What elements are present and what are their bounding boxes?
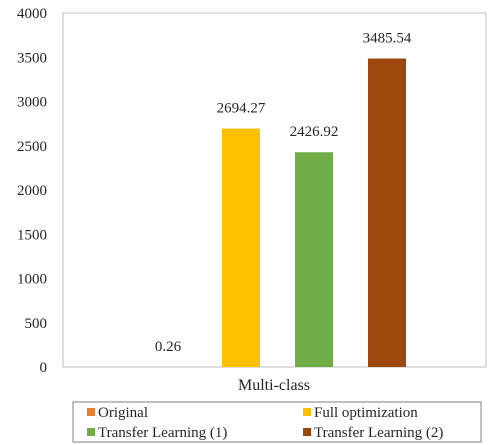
legend: Original Full optimization Transfer Learni…	[72, 401, 482, 443]
legend-label: Full optimization	[314, 405, 418, 421]
legend-label: Transfer Learning (2)	[314, 425, 443, 441]
bar-4	[368, 58, 406, 367]
legend-label: Transfer Learning (1)	[98, 425, 227, 441]
data-label: 2694.27	[217, 101, 266, 117]
y-tick-label: 1000	[17, 272, 47, 288]
y-tick-label: 2000	[17, 183, 47, 199]
data-label: 3485.54	[363, 31, 412, 47]
y-tick-label: 4000	[17, 6, 47, 22]
x-axis-category-label: Multi-class	[238, 377, 310, 394]
legend-swatch	[87, 428, 95, 436]
data-label: 0.26	[155, 339, 182, 355]
legend-swatch	[303, 408, 311, 416]
y-tick-label: 1500	[17, 227, 47, 243]
data-labels-group: 0.26 2694.27 2426.92 3485.54	[155, 31, 412, 355]
bars-group	[149, 58, 406, 367]
legend-label: Original	[98, 405, 148, 421]
data-label: 2426.92	[290, 124, 339, 140]
y-tick-label: 3500	[17, 50, 47, 66]
y-axis-ticks: 0 500 1000 1500 2000 2500 3000 3500 4000	[17, 6, 47, 376]
bar-2	[222, 128, 260, 367]
legend-swatch	[87, 408, 95, 416]
legend-frame	[72, 401, 482, 443]
bar-3	[295, 152, 333, 367]
y-tick-label: 3000	[17, 95, 47, 111]
y-tick-label: 0	[40, 360, 48, 376]
plot-frame	[62, 12, 487, 368]
y-tick-label: 2500	[17, 139, 47, 155]
legend-swatch	[303, 428, 311, 436]
y-tick-label: 500	[25, 316, 48, 332]
